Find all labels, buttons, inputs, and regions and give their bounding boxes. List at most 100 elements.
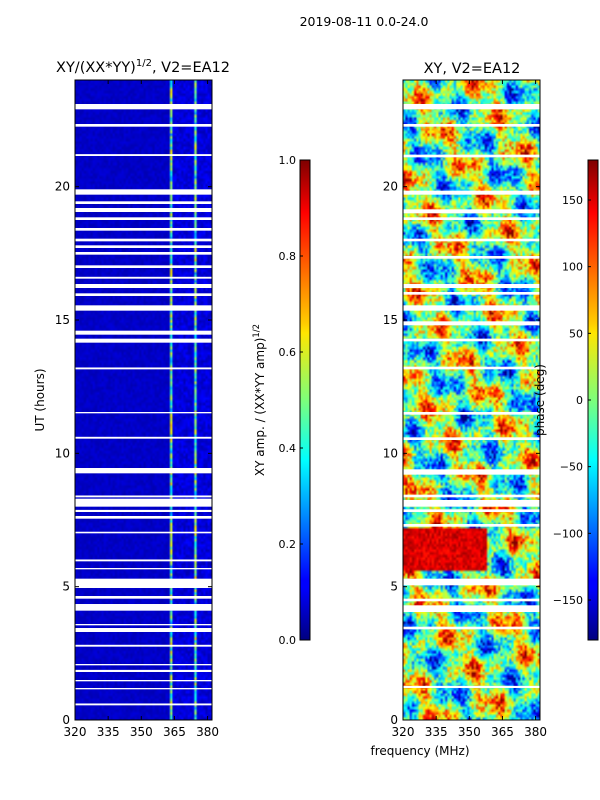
phase-title: XY, V2=EA12 [424,61,521,77]
gap-band [75,628,212,632]
gap-band [403,509,540,512]
y-tick-label: 15 [383,313,398,327]
amp-colorbar-ticks: 0.0 0.2 0.4 0.6 0.8 1.0 [279,154,303,647]
gap-band [75,436,212,439]
colorbar-tick-label: 0.6 [279,346,297,359]
amp-title: XY/(XX*YY)1/2, V2=EA12 [56,58,230,76]
gap-band [75,509,212,512]
gap-band [403,626,540,630]
gap-band [75,201,212,204]
gap-band [403,366,540,370]
amp-colorbar-label: XY amp. / (XX*YY amp)1/2 [252,324,267,476]
colorbar-tick-label: 0 [576,394,583,407]
y-tick-label: 5 [390,580,398,594]
colorbar-tick-label: 0.8 [279,250,297,263]
gap-band [403,685,540,688]
phase-plot-frame [402,79,541,721]
gap-band [403,321,540,326]
colorbar-tick-label: −150 [553,594,583,607]
gap-band [75,669,212,672]
gap-band [75,468,212,474]
figure-suptitle: 2019-08-11 0.0-24.0 [300,14,429,29]
gap-band [75,238,212,242]
gap-band [75,624,212,626]
x-tick-label: 320 [392,725,415,739]
x-tick-label: 335 [97,725,120,739]
gap-band [403,284,540,288]
gap-band [403,578,540,586]
gap-band [75,559,212,562]
phase-colorbar-ticks: 150 100 50 0 −50 −100 −150 [553,194,591,607]
phase-heatmap-image [403,80,540,720]
colorbar-tick-label: 150 [562,194,583,207]
gap-band [403,338,540,342]
gap-band [75,245,212,248]
gap-band [403,437,540,440]
x-tick-label: 365 [491,725,514,739]
phase-colorbar-label: phase (deg) [533,364,547,436]
gap-band [75,596,212,599]
gap-band [75,664,212,666]
x-tick-label: 350 [130,725,153,739]
colorbar-tick-label: −100 [553,527,583,540]
gap-band [403,598,540,602]
amp-colorbar-gradient [299,159,311,641]
gap-band [75,189,212,195]
gap-band [403,104,540,110]
amp-gap-bands [75,104,212,706]
colorbar-tick-label: 50 [569,327,583,340]
y-tick-label: 15 [55,313,70,327]
y-tick-label: 0 [390,713,398,727]
gap-band [75,228,212,231]
x-tick-label: 380 [524,725,547,739]
colorbar-tick-label: 0.4 [279,442,297,455]
gap-band [403,469,540,475]
phase-gap-bands [403,104,540,688]
gap-band [75,276,212,279]
colorbar-tick-label: 0.0 [279,634,297,647]
gap-band [75,604,212,611]
gap-band [403,217,540,220]
colorbar-tick-label: −50 [560,461,583,474]
gap-band [75,330,212,335]
x-tick-label: 350 [458,725,481,739]
gap-band [403,238,540,242]
x-tick-label: 365 [163,725,186,739]
gap-band [403,494,540,498]
y-tick-label: 0 [62,713,70,727]
gap-band [403,209,540,214]
colorbar-tick-label: 100 [562,261,583,274]
amp-y-ticks: 0 5 10 15 20 [55,180,212,727]
gap-band [75,305,212,311]
phase-xlabel: frequency (MHz) [370,744,469,758]
y-tick-label: 20 [383,180,398,194]
colorbar-tick-label: 0.2 [279,538,297,551]
gap-band [403,524,540,527]
gap-band [75,498,212,507]
gap-band [403,305,540,311]
gap-band [75,516,212,519]
x-tick-label: 320 [64,725,87,739]
gap-band [75,104,212,110]
gap-band [75,284,212,288]
phase-y-ticks: 0 5 10 15 20 [383,180,540,727]
gap-band [75,568,212,570]
gap-band [75,578,212,588]
gap-band [75,265,212,268]
amp-colorbar: 0.0 0.2 0.4 0.6 0.8 1.0 XY amp. / (XX*YY amp)… [252,154,311,647]
gap-band [75,688,212,690]
gap-band [403,154,540,158]
phase-x-ticks: 320 335 350 365 380 [392,80,547,739]
gap-band [75,644,212,647]
phase-panel: XY, V2=EA12 320 335 350 365 380 0 5 10 15 20 fre… [370,61,547,758]
gap-band [75,124,212,127]
gap-band [403,124,540,127]
y-tick-label: 5 [62,580,70,594]
amp-heatmap-image [75,80,212,720]
gap-band [403,412,540,415]
gap-band [403,190,540,195]
x-tick-label: 380 [196,725,219,739]
amp-x-ticks: 320 335 350 365 380 [64,80,219,739]
amp-panel: XY/(XX*YY)1/2, V2=EA12 320 335 350 365 380 0… [33,58,230,739]
